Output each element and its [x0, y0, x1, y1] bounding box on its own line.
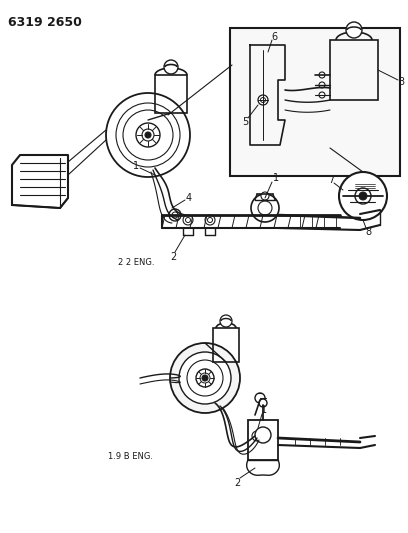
Text: 4: 4 — [186, 193, 192, 203]
Text: 6: 6 — [271, 32, 277, 42]
Text: 7: 7 — [328, 175, 334, 185]
Circle shape — [319, 92, 325, 98]
Circle shape — [346, 22, 362, 38]
Circle shape — [255, 427, 271, 443]
Circle shape — [169, 209, 181, 221]
Circle shape — [258, 201, 272, 215]
Circle shape — [319, 72, 325, 78]
Circle shape — [259, 399, 267, 407]
Circle shape — [196, 369, 214, 387]
Circle shape — [252, 431, 262, 441]
Circle shape — [187, 360, 223, 396]
Circle shape — [251, 194, 279, 222]
Circle shape — [208, 217, 213, 222]
Circle shape — [136, 123, 160, 147]
Circle shape — [123, 110, 173, 160]
Circle shape — [359, 192, 367, 200]
Text: 2: 2 — [234, 478, 240, 488]
Circle shape — [339, 172, 387, 220]
Text: 1.9 B ENG.: 1.9 B ENG. — [108, 452, 153, 461]
Bar — [213, 328, 239, 362]
Circle shape — [145, 132, 151, 138]
Bar — [230, 28, 400, 176]
Text: 8: 8 — [365, 227, 371, 237]
Circle shape — [258, 95, 268, 105]
Circle shape — [202, 375, 208, 381]
Circle shape — [255, 393, 265, 403]
Circle shape — [164, 60, 178, 74]
Circle shape — [179, 352, 231, 404]
Bar — [155, 75, 187, 113]
Text: 1: 1 — [273, 173, 279, 183]
Circle shape — [170, 343, 240, 413]
Text: 1: 1 — [133, 161, 139, 171]
Text: 3: 3 — [398, 77, 404, 87]
Text: 6319 2650: 6319 2650 — [8, 16, 82, 29]
Text: 1: 1 — [261, 405, 267, 415]
Circle shape — [116, 103, 180, 167]
Circle shape — [172, 212, 178, 218]
Bar — [330, 40, 378, 100]
Circle shape — [142, 129, 154, 141]
Circle shape — [261, 192, 269, 200]
Text: 2 2 ENG.: 2 2 ENG. — [118, 258, 155, 267]
Bar — [248, 420, 278, 460]
Circle shape — [319, 82, 325, 88]
Circle shape — [183, 215, 193, 225]
Circle shape — [106, 93, 190, 177]
Circle shape — [220, 315, 232, 327]
Circle shape — [260, 98, 266, 102]
Circle shape — [200, 373, 210, 383]
Circle shape — [186, 217, 191, 222]
Text: 2: 2 — [170, 252, 176, 262]
Text: 5: 5 — [242, 117, 248, 127]
Circle shape — [205, 215, 215, 225]
Circle shape — [355, 188, 371, 204]
